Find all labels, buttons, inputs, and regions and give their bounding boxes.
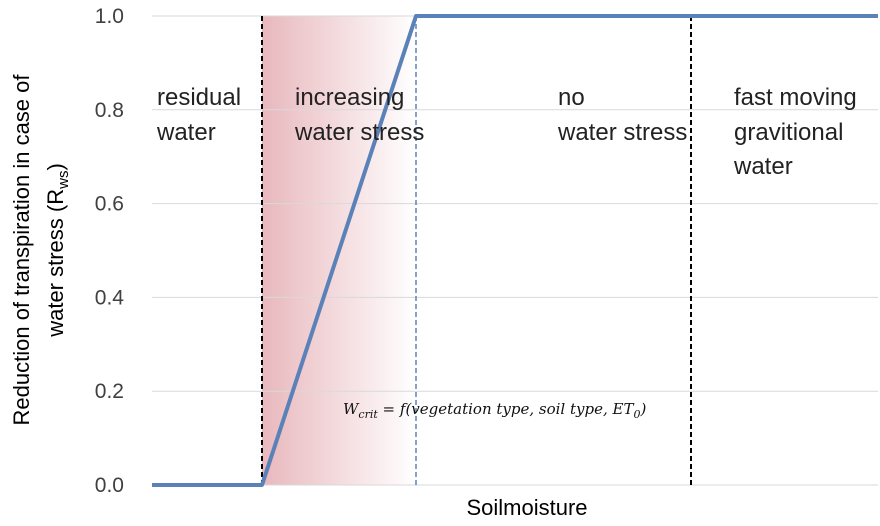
series-line-rws bbox=[152, 14, 878, 487]
formula-close: ) bbox=[639, 400, 646, 418]
formula-w: W bbox=[343, 400, 360, 418]
region-label-increasing: increasing water stress bbox=[294, 84, 424, 146]
formula-et-sub: 0 bbox=[633, 408, 640, 421]
region-no-stress-line2: water stress bbox=[557, 119, 687, 146]
region-grav-line1: fast moving bbox=[734, 84, 857, 111]
wcrit-formula: Wcrit = f(vegetation type, soil type, ET… bbox=[343, 400, 646, 421]
y-tick-label-3: 0.6 bbox=[95, 193, 124, 216]
region-label-gravitational: fast moving gravitional water bbox=[733, 84, 857, 180]
y-axis-title-line1: Reduction of transpiration in case of bbox=[9, 74, 34, 426]
y-axis-title-sub: ws bbox=[55, 171, 72, 190]
region-residual-line2: water bbox=[156, 119, 216, 146]
region-increasing-line2: water stress bbox=[294, 119, 424, 146]
formula-body: = f(vegetation type, soil type, ET bbox=[378, 400, 635, 418]
y-tick-label-1: 0.2 bbox=[95, 380, 124, 403]
y-axis-title: Reduction of transpiration in case of wa… bbox=[9, 74, 72, 426]
y-axis-title-close: ) bbox=[43, 163, 68, 170]
formula-w-sub: crit bbox=[358, 408, 378, 421]
region-increasing-line1: increasing bbox=[295, 84, 404, 111]
region-grav-line3: water bbox=[733, 153, 793, 180]
x-axis-title: Soilmoisture bbox=[466, 495, 587, 520]
y-tick-label-4: 0.8 bbox=[95, 99, 124, 122]
region-label-residual: residual water bbox=[156, 84, 241, 146]
y-axis-title-line2-text: water stress (R bbox=[43, 189, 68, 338]
y-axis-title-line2: water stress (Rws) bbox=[43, 163, 72, 338]
region-boundaries bbox=[261, 16, 692, 485]
region-grav-line2: gravitional bbox=[734, 119, 843, 146]
y-tick-label-2: 0.4 bbox=[95, 286, 125, 309]
y-tick-label-0: 0.0 bbox=[95, 474, 124, 497]
region-no-stress-line1: no bbox=[558, 84, 585, 111]
y-tick-label-5: 1.0 bbox=[95, 5, 124, 28]
region-residual-line1: residual bbox=[157, 84, 241, 111]
y-tick-labels: 0.0 0.2 0.4 0.6 0.8 1.0 bbox=[95, 5, 125, 497]
region-label-no-stress: no water stress bbox=[557, 84, 687, 146]
